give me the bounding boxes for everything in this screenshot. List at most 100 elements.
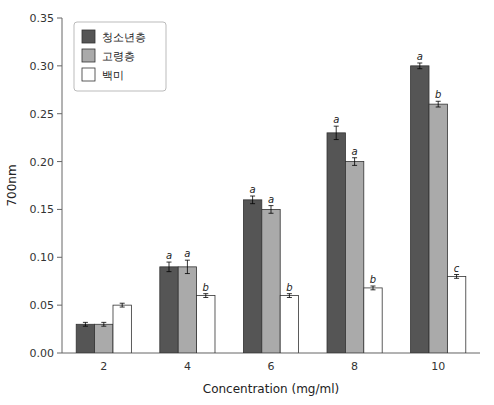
- error-bar-cap: [250, 196, 255, 197]
- chart: 0.000.050.100.150.200.250.300.35246810Co…: [0, 0, 494, 405]
- y-tick-label: 0.20: [30, 156, 55, 169]
- y-axis-label: 700nm: [5, 164, 19, 206]
- error-bar-line: [336, 126, 337, 139]
- error-bar-cap: [101, 322, 106, 323]
- bar: [262, 209, 280, 353]
- bar: [411, 66, 429, 353]
- error-bar-cap: [269, 213, 274, 214]
- error-bar-line: [85, 322, 86, 326]
- bar: [447, 276, 465, 353]
- bar: [364, 288, 382, 353]
- bar: [197, 296, 215, 353]
- significance-label: a: [352, 146, 358, 157]
- significance-label: c: [454, 263, 460, 274]
- error-bar-line: [103, 322, 104, 326]
- error-bar-cap: [203, 293, 208, 294]
- y-tick: [57, 161, 62, 162]
- legend: 청소년층고령층백미: [74, 22, 166, 91]
- error-bar: [287, 294, 292, 298]
- significance-label: a: [268, 194, 274, 205]
- y-tick-label: 0.05: [30, 299, 55, 312]
- y-tick-label: 0.30: [30, 60, 55, 73]
- significance-label: b: [435, 89, 441, 100]
- error-bar-cap: [287, 297, 292, 298]
- significance-label: b: [370, 274, 376, 285]
- error-bar: [454, 275, 459, 279]
- significance-label: a: [166, 250, 172, 261]
- x-tick-label: 6: [268, 360, 275, 373]
- error-bar-line: [419, 63, 420, 69]
- y-tick-label: 0.25: [30, 108, 55, 121]
- error-bar: [334, 126, 339, 139]
- x-tick-label: 8: [351, 360, 358, 373]
- y-tick-label: 0.00: [30, 347, 55, 360]
- bar: [178, 267, 196, 353]
- significance-label: b: [203, 282, 209, 293]
- error-bar-cap: [436, 107, 441, 108]
- y-tick-label: 0.15: [30, 203, 55, 216]
- y-tick: [57, 305, 62, 306]
- error-bar: [250, 196, 255, 204]
- error-bar-line: [205, 294, 206, 298]
- error-bar-cap: [83, 326, 88, 327]
- legend-label: 백미: [102, 69, 124, 82]
- error-bar-line: [289, 294, 290, 298]
- error-bar: [101, 322, 106, 326]
- error-bar-cap: [352, 157, 357, 158]
- error-bar-cap: [334, 139, 339, 140]
- legend-swatch: [82, 30, 95, 43]
- x-tick-label: 4: [184, 360, 191, 373]
- error-bar-cap: [287, 293, 292, 294]
- bar: [160, 267, 178, 353]
- error-bar: [370, 286, 375, 290]
- y-tick-label: 0.10: [30, 251, 55, 264]
- error-bar-cap: [454, 274, 459, 275]
- error-bar-cap: [250, 203, 255, 204]
- bar: [345, 162, 363, 353]
- y-tick: [57, 353, 62, 354]
- y-tick-label: 0.35: [30, 12, 55, 25]
- y-tick: [57, 113, 62, 114]
- significance-label: a: [333, 114, 339, 125]
- error-bar-cap: [83, 322, 88, 323]
- error-bar-line: [169, 262, 170, 272]
- significance-label: a: [250, 184, 256, 195]
- bar: [429, 104, 447, 353]
- error-bar-cap: [185, 273, 190, 274]
- legend-label: 청소년층: [102, 31, 146, 44]
- error-bar: [203, 294, 208, 298]
- error-bar-cap: [101, 326, 106, 327]
- error-bar-cap: [417, 68, 422, 69]
- x-tick-label: 2: [100, 360, 107, 373]
- error-bar: [436, 101, 441, 107]
- error-bar-cap: [167, 262, 172, 263]
- bar: [280, 296, 298, 353]
- y-tick: [57, 209, 62, 210]
- error-bar-line: [187, 260, 188, 273]
- error-bar: [167, 262, 172, 272]
- error-bar-line: [354, 158, 355, 166]
- error-bar: [417, 63, 422, 69]
- plot-area: [76, 63, 466, 353]
- error-bar: [269, 206, 274, 214]
- error-bar: [185, 260, 190, 273]
- bar: [243, 200, 261, 353]
- error-bar-line: [122, 303, 123, 307]
- significance-label: a: [184, 248, 190, 259]
- error-bar-cap: [370, 286, 375, 287]
- legend-label: 고령층: [102, 50, 135, 63]
- error-bar-cap: [370, 289, 375, 290]
- legend-swatch: [82, 49, 95, 62]
- error-bar-cap: [120, 307, 125, 308]
- error-bar-cap: [352, 165, 357, 166]
- significance-label: b: [286, 282, 292, 293]
- y-tick: [57, 65, 62, 66]
- error-bar-line: [271, 206, 272, 214]
- error-bar-cap: [436, 101, 441, 102]
- error-bar-line: [456, 275, 457, 279]
- y-tick: [57, 18, 62, 19]
- error-bar: [352, 158, 357, 166]
- error-bar-line: [438, 101, 439, 107]
- bar: [327, 133, 345, 353]
- error-bar-line: [252, 196, 253, 204]
